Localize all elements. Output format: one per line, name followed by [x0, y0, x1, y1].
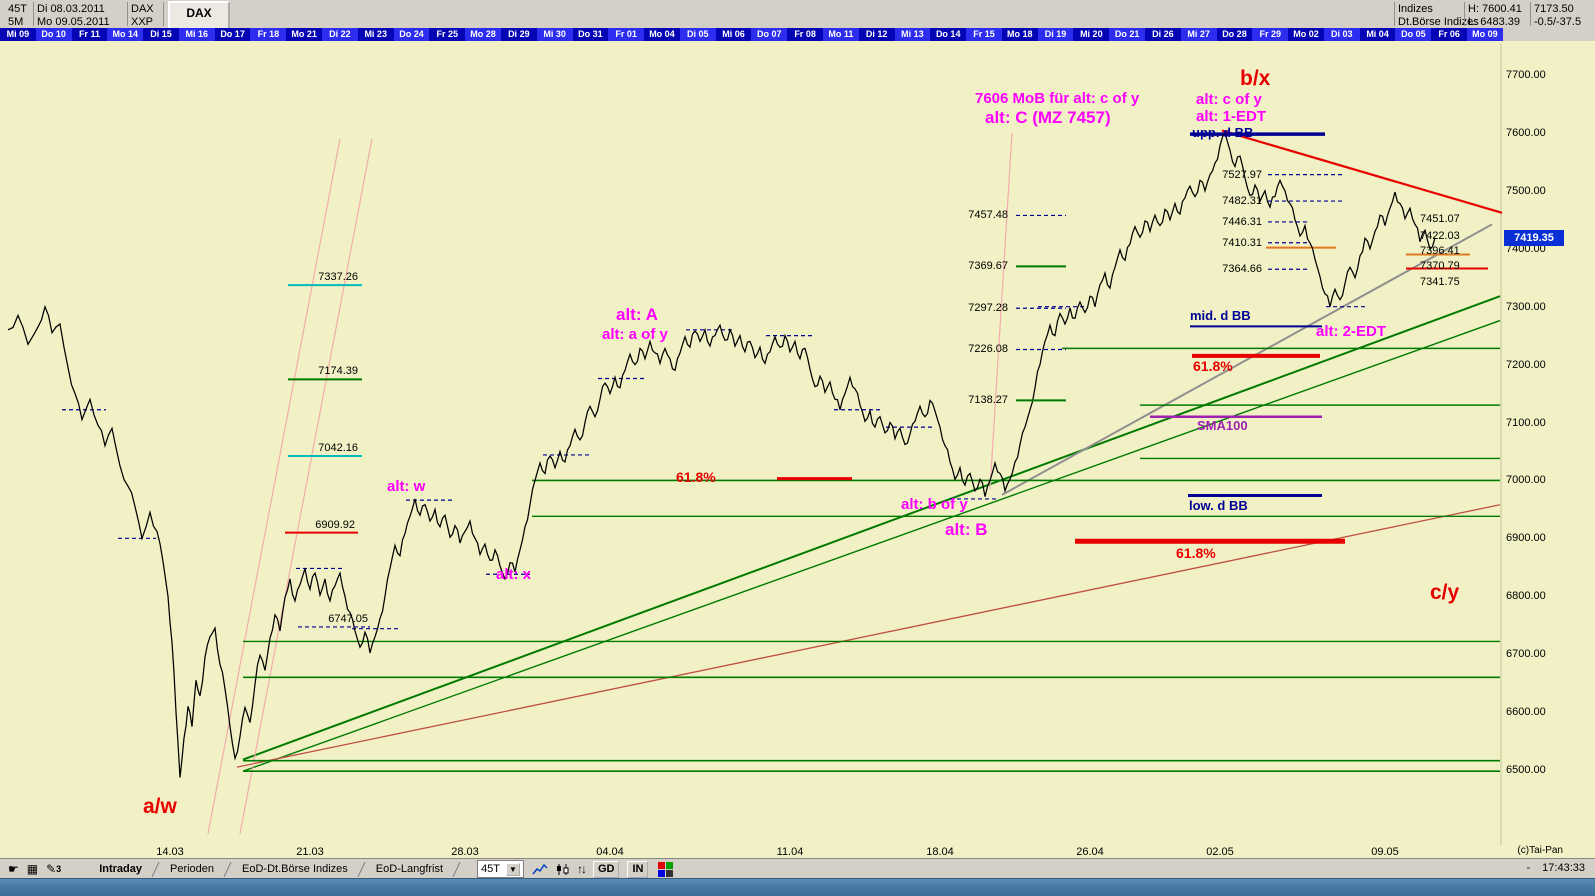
header-separator [1464, 2, 1465, 26]
date-scale-cell: Fr 06 [1431, 28, 1468, 41]
date-scale-bar: Mi 09 Do 10 Fr 11 Mo 14 Di 15 Mi 16 Do 17 Fr 18… [0, 28, 1595, 41]
date-label-2: Mo 09.05.2011 [37, 16, 110, 28]
date-scale-cell: Fr 29 [1252, 28, 1289, 41]
date-scale-cell: Di 12 [858, 28, 895, 41]
date-scale-cell: Do 10 [35, 28, 72, 41]
clock: 17:43:33 [1542, 862, 1585, 874]
date-scale-cell: Fr 25 [429, 28, 466, 41]
date-label-1: Di 08.03.2011 [37, 3, 105, 15]
date-scale-cell: Di 03 [1323, 28, 1360, 41]
date-scale-cell: Di 05 [679, 28, 716, 41]
group-label-2: Dt.Börse Indizes [1398, 16, 1479, 28]
color-squares-icon[interactable] [658, 861, 674, 877]
date-scale-cell: Mi 09 [0, 28, 36, 41]
notes-count: 3 [56, 864, 62, 874]
date-scale-cell: Mi 20 [1073, 28, 1110, 41]
color-square-green [666, 861, 674, 869]
group-label-1: Indizes [1398, 3, 1433, 15]
date-scale-cell: Do 07 [751, 28, 788, 41]
bottom-toolbar: ☛ ▦ ✎ 3 Intraday Perioden EoD-Dt.Börse Indi… [0, 858, 1595, 879]
session-high: H: 7600.41 [1468, 3, 1522, 15]
date-scale-cell: Mi 06 [715, 28, 752, 41]
color-square-red [658, 861, 666, 869]
date-scale-cell: Do 14 [930, 28, 967, 41]
date-scale-cell: Mi 27 [1180, 28, 1217, 41]
date-scale-cell: Mo 18 [1001, 28, 1038, 41]
pencil-glyph: ✎ [46, 862, 57, 876]
symbol-label-1: DAX [131, 3, 154, 15]
copyright-label: (c)Tai-Pan [1517, 845, 1563, 856]
date-scale-cell: Mi 30 [536, 28, 573, 41]
header-separator [33, 2, 34, 26]
date-scale-cell: Do 21 [1109, 28, 1145, 41]
date-scale-cell: Fr 15 [966, 28, 1002, 41]
change-value: -0.5/-37.5 [1534, 16, 1582, 28]
tab-intraday[interactable]: Intraday [85, 860, 156, 879]
date-scale-cell: Mo 21 [286, 28, 323, 41]
date-scale-cell: Fr 18 [250, 28, 287, 41]
date-scale-cell: Mi 04 [1359, 28, 1396, 41]
date-scale-cell: Do 31 [572, 28, 609, 41]
date-scale-cell: Do 24 [393, 28, 430, 41]
session-low: L: 6483.39 [1468, 16, 1520, 28]
toolbar-right: - 17:43:33 [1527, 862, 1586, 874]
header-separator [1394, 2, 1395, 26]
period-label-1: 45T [8, 3, 27, 15]
date-scale-cell: Di 26 [1145, 28, 1181, 41]
chart-area[interactable] [0, 41, 1595, 858]
grid-glyph: ▦ [26, 862, 39, 876]
date-scale-cell: Di 15 [143, 28, 179, 41]
candlestick-icon[interactable] [556, 863, 569, 876]
period-select[interactable]: 45T ▼ [477, 860, 524, 878]
pointer-glyph: ☛ [8, 862, 19, 876]
date-scale-cell: Do 17 [214, 28, 251, 41]
date-scale-cell: Mi 23 [357, 28, 394, 41]
date-scale-cell: Fr 01 [608, 28, 645, 41]
color-square-blue [658, 869, 666, 877]
view-tabs: Intraday Perioden EoD-Dt.Börse Indizes EoD-… [85, 859, 457, 879]
open-value: 7173.50 [1534, 3, 1574, 15]
tab-eod-dt-b-rse-indizes[interactable]: EoD-Dt.Börse Indizes [228, 860, 362, 879]
chevron-down-icon: ▼ [506, 862, 520, 876]
date-scale-cell: Mi 16 [178, 28, 215, 41]
date-scale-cell: Do 05 [1395, 28, 1432, 41]
date-scale-cell: Fr 08 [787, 28, 823, 41]
sort-glyph: ↑↓ [576, 862, 587, 876]
grid-icon[interactable]: ▦ [27, 860, 38, 878]
symbol-label-2: XXP [131, 16, 154, 28]
date-scale-cell: Mo 09 [1467, 28, 1503, 41]
header-separator [1530, 2, 1531, 26]
date-scale-cell: Di 19 [1037, 28, 1074, 41]
date-scale-cell: Di 29 [500, 28, 537, 41]
period-select-value: 45T [481, 862, 501, 875]
tab-eod-langfrist[interactable]: EoD-Langfrist [362, 860, 457, 879]
header-separator [163, 2, 164, 26]
date-scale-cell: Mi 13 [894, 28, 931, 41]
date-scale-cell: Mo 14 [107, 28, 144, 41]
pointer-hand-icon[interactable]: ☛ [8, 860, 19, 878]
symbol-tab-dax[interactable]: DAX [168, 1, 230, 30]
date-scale-cell: Fr 11 [71, 28, 108, 41]
date-scale-cell: Mo 04 [644, 28, 680, 41]
color-square-dark [666, 869, 674, 877]
in-button[interactable]: IN [627, 860, 649, 878]
date-scale-cell: Mo 02 [1288, 28, 1324, 41]
date-scale-cell: Di 22 [322, 28, 358, 41]
notes-icon[interactable]: ✎ 3 [46, 860, 61, 878]
gripper-dash: - [1526, 862, 1531, 874]
date-scale-cell: Mo 28 [465, 28, 501, 41]
sort-arrows-icon[interactable]: ↑↓ [576, 860, 587, 878]
gd-button[interactable]: GD [592, 860, 620, 878]
line-chart-icon[interactable] [532, 863, 548, 876]
tab-perioden[interactable]: Perioden [156, 860, 228, 879]
date-scale-cell: Do 28 [1216, 28, 1253, 41]
horizontal-scrollbar[interactable] [0, 878, 1595, 896]
current-price-badge: 7419.35 [1504, 229, 1564, 246]
chart-header: 45T 5M Di 08.03.2011 Mo 09.05.2011 DAX X… [0, 0, 1595, 30]
header-separator [127, 2, 128, 26]
date-scale-cell: Mo 11 [822, 28, 859, 41]
period-label-2: 5M [8, 16, 24, 28]
